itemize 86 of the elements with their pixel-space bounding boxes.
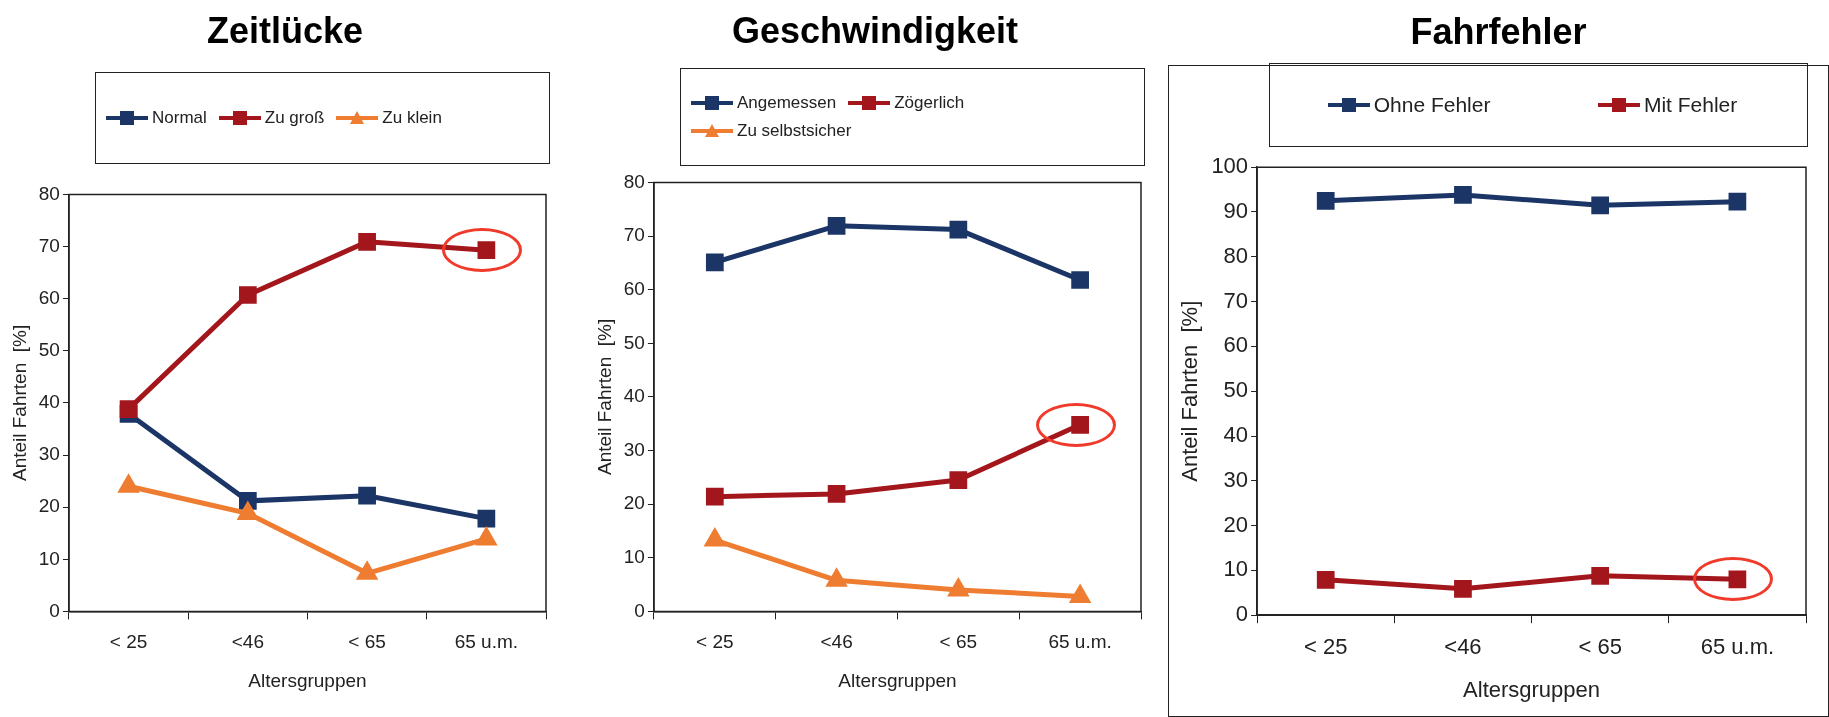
y-tick-label: 90 <box>1223 198 1249 224</box>
y-tick-label: 40 <box>1223 422 1249 448</box>
legend-label: Zögerlich <box>894 93 965 113</box>
chart-title: Geschwindigkeit <box>730 10 1020 52</box>
legend-label: Ohne Fehler <box>1373 93 1491 117</box>
y-tick-label: 60 <box>38 286 60 308</box>
point <box>1728 192 1747 211</box>
y-axis-title: Anteil Fahrten [%] <box>1177 300 1203 482</box>
x-tick-label: < 65 <box>348 631 386 653</box>
point <box>358 486 376 505</box>
point <box>949 220 968 239</box>
point <box>1316 570 1335 589</box>
y-tick-label: 70 <box>623 224 645 246</box>
y-tick-label: 100 <box>1211 153 1249 179</box>
point <box>703 527 726 547</box>
y-tick-label: 10 <box>1223 556 1249 582</box>
point <box>119 400 138 419</box>
x-tick-label: < 25 <box>696 631 734 653</box>
y-tick-label: 30 <box>623 438 645 460</box>
y-tick-label: 20 <box>623 492 645 514</box>
x-tick-label: < 25 <box>109 631 148 653</box>
x-axis-title: Altersgruppen <box>1463 676 1601 702</box>
point <box>827 216 846 235</box>
y-tick-label: 10 <box>38 547 60 569</box>
x-axis-title: Altersgruppen <box>838 669 957 691</box>
y-tick-label: 40 <box>38 391 60 413</box>
y-tick-label: 80 <box>1223 242 1249 268</box>
y-tick-label: 10 <box>623 546 645 568</box>
legend-label: Zu groß <box>264 108 325 128</box>
y-tick-label: 70 <box>38 234 60 256</box>
point <box>477 241 496 260</box>
y-axis-title: Anteil Fahrten [%] <box>593 318 615 476</box>
point <box>117 473 140 493</box>
y-tick-label: 70 <box>1223 287 1249 313</box>
point <box>949 471 968 489</box>
legend-label: Mit Fehler <box>1643 93 1738 117</box>
chart-title: Fahrfehler <box>1409 11 1588 53</box>
point <box>705 253 724 272</box>
x-tick-label: 65 u.m. <box>1700 634 1775 660</box>
y-tick-label: 60 <box>623 277 645 299</box>
point <box>1316 191 1335 210</box>
point <box>1728 570 1747 589</box>
y-tick-label: 50 <box>623 331 645 353</box>
y-tick-label: 30 <box>38 443 60 465</box>
legend-label: Angemessen <box>737 93 837 113</box>
y-tick-label: 20 <box>38 495 60 517</box>
y-tick-label: 40 <box>623 385 645 407</box>
y-tick-label: 80 <box>38 182 60 204</box>
x-tick-label: <46 <box>820 631 853 653</box>
point <box>1071 415 1089 434</box>
y-tick-label: 50 <box>1223 377 1249 403</box>
legend-label: Normal <box>152 108 207 128</box>
point <box>1071 271 1089 289</box>
x-tick-label: 65 u.m. <box>1048 631 1112 653</box>
point <box>238 286 257 304</box>
point <box>358 232 376 251</box>
point <box>827 485 846 503</box>
x-axis-title: Altersgruppen <box>248 669 367 691</box>
y-axis-title: Anteil Fahrten [%] <box>8 324 30 482</box>
y-tick-label: 0 <box>1235 601 1249 627</box>
x-tick-label: 65 u.m. <box>454 631 519 653</box>
point <box>1454 186 1472 204</box>
point <box>477 509 496 528</box>
y-tick-label: 30 <box>1223 466 1249 492</box>
x-tick-label: < 25 <box>1304 634 1348 660</box>
point <box>356 560 379 580</box>
chart-title: Zeitlücke <box>205 10 365 52</box>
y-tick-label: 0 <box>634 599 645 621</box>
legend-label: Zu selbstsicher <box>737 121 852 141</box>
point <box>236 500 258 520</box>
y-tick-label: 50 <box>38 339 60 361</box>
y-tick-label: 60 <box>1223 332 1249 358</box>
y-tick-label: 0 <box>49 599 60 621</box>
point <box>1069 583 1092 603</box>
x-tick-label: <46 <box>1444 634 1482 660</box>
point <box>705 487 724 506</box>
x-tick-label: < 65 <box>939 631 978 653</box>
point <box>1454 579 1472 598</box>
legend-label: Zu klein <box>382 108 442 128</box>
x-tick-label: < 65 <box>1578 634 1622 660</box>
x-tick-label: <46 <box>231 631 264 653</box>
y-tick-label: 20 <box>1223 511 1249 537</box>
point <box>825 567 848 587</box>
point <box>1591 196 1610 215</box>
point <box>1591 566 1610 585</box>
y-tick-label: 80 <box>623 170 645 192</box>
